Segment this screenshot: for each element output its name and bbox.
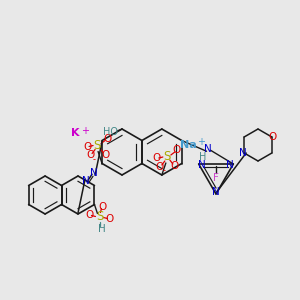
Text: O: O xyxy=(103,134,111,143)
Text: O: O xyxy=(105,214,114,224)
Text: S: S xyxy=(93,139,101,152)
Text: N: N xyxy=(212,187,220,197)
Text: N: N xyxy=(82,176,90,186)
Text: -: - xyxy=(162,167,165,176)
Text: O: O xyxy=(156,162,164,172)
Text: H: H xyxy=(199,152,206,162)
Text: O: O xyxy=(269,132,277,142)
Text: F: F xyxy=(213,173,219,183)
Text: O: O xyxy=(171,161,179,171)
Text: O: O xyxy=(85,211,94,220)
Text: S: S xyxy=(163,151,170,164)
Text: S: S xyxy=(96,210,103,223)
Text: O: O xyxy=(101,149,109,160)
Text: O: O xyxy=(83,142,91,152)
Text: HO: HO xyxy=(103,127,118,137)
Text: N: N xyxy=(239,148,247,158)
Text: N: N xyxy=(204,144,212,154)
Text: -: - xyxy=(93,155,96,164)
Text: N: N xyxy=(90,168,98,178)
Text: K: K xyxy=(71,128,79,139)
Text: N: N xyxy=(226,160,234,170)
Text: +: + xyxy=(81,125,89,136)
Text: +: + xyxy=(197,137,205,147)
Text: O: O xyxy=(86,151,94,160)
Text: H: H xyxy=(98,224,105,233)
Text: O: O xyxy=(153,153,161,163)
Text: O: O xyxy=(98,202,106,212)
Text: Na: Na xyxy=(181,140,197,150)
Text: N: N xyxy=(198,160,206,170)
Text: O: O xyxy=(173,145,181,155)
